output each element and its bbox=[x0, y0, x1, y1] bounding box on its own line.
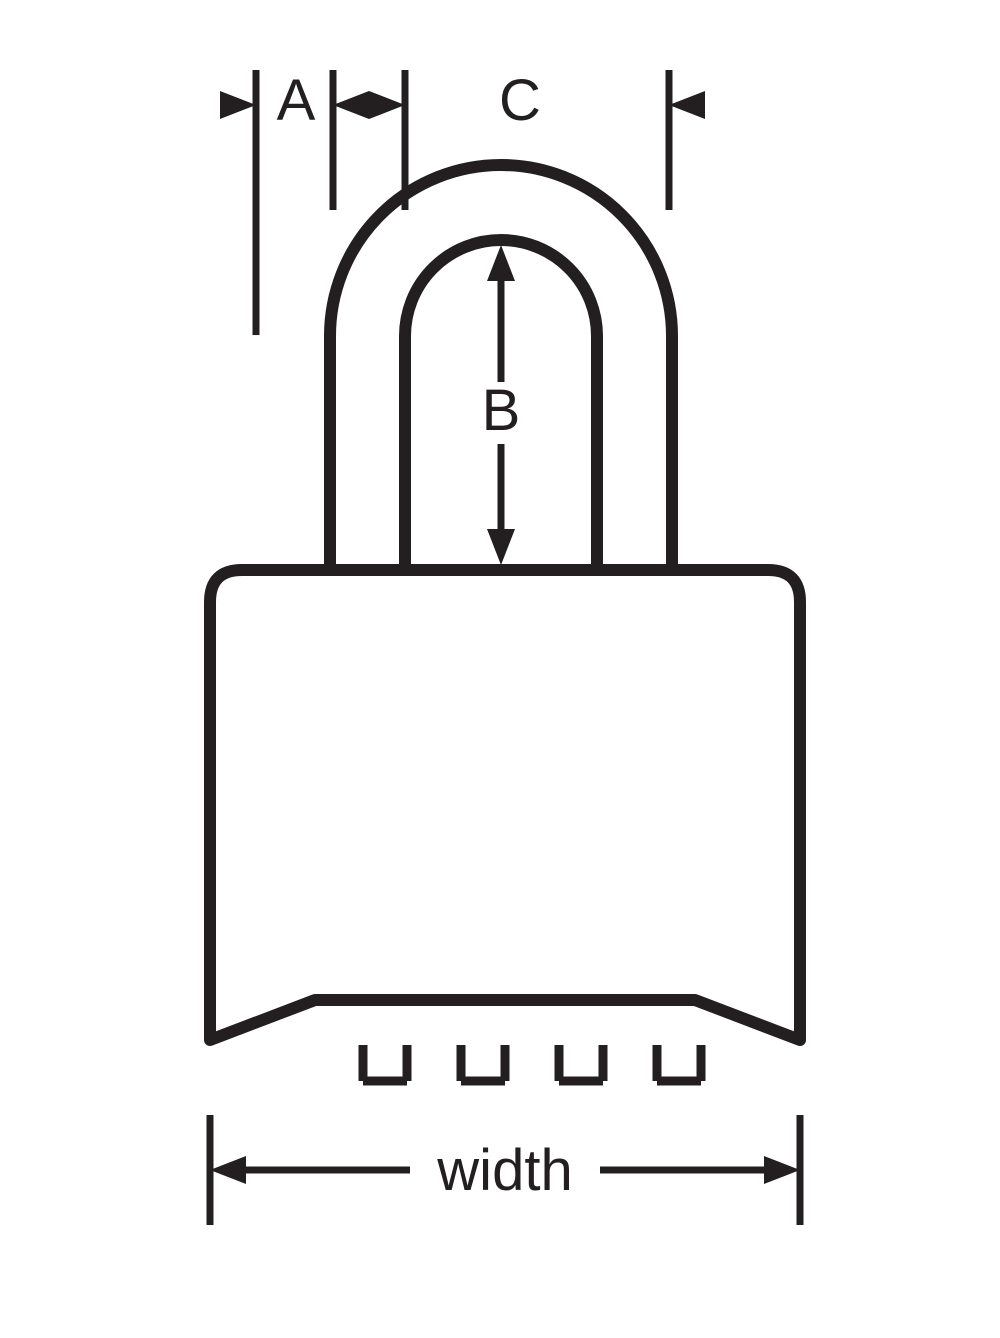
padlock-dimension-diagram: A C B width bbox=[0, 0, 1000, 1338]
label-b: B bbox=[482, 378, 521, 443]
padlock-diagram-svg: A C B width bbox=[0, 0, 1000, 1338]
label-c: C bbox=[499, 68, 541, 133]
label-width: width bbox=[436, 1138, 572, 1203]
combination-dials bbox=[363, 1045, 701, 1081]
label-a: A bbox=[277, 68, 316, 133]
lock-body bbox=[210, 570, 800, 1040]
